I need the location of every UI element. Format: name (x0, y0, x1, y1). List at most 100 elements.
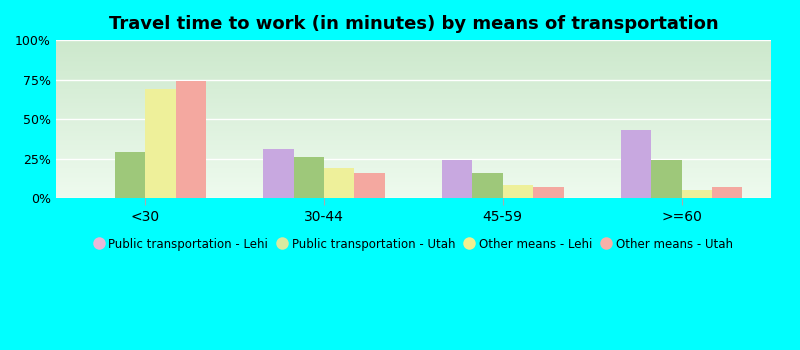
Bar (56, 117, 771, 118)
Bar (56, 185, 771, 186)
Bar (56, 88, 771, 89)
Bar (56, 92, 771, 93)
Bar (56, 175, 771, 176)
Bar (56, 160, 771, 161)
Bar (56, 61, 771, 62)
Bar (56, 178, 771, 179)
Bar (56, 130, 771, 131)
Bar (56, 76, 771, 77)
Bar (56, 59, 771, 60)
Legend: Public transportation - Lehi, Public transportation - Utah, Other means - Lehi, : Public transportation - Lehi, Public tra… (90, 233, 738, 256)
Bar (56, 107, 771, 108)
Bar (56, 184, 771, 185)
Bar (56, 165, 771, 166)
Bar (56, 58, 771, 59)
Bar (56, 69, 771, 70)
Bar (56, 86, 771, 87)
Bar (56, 118, 771, 119)
Bar (114, 152, 145, 198)
Bar (56, 43, 771, 44)
Bar (56, 72, 771, 73)
Bar (56, 104, 771, 105)
Bar (56, 161, 771, 162)
Bar (56, 197, 771, 198)
Bar (56, 97, 771, 98)
Bar (56, 94, 771, 96)
Bar (56, 162, 771, 163)
Bar (56, 70, 771, 71)
Bar (56, 98, 771, 99)
Bar (56, 57, 771, 58)
Bar (56, 183, 771, 184)
Bar (56, 62, 771, 63)
Bar (533, 187, 563, 198)
Bar (56, 115, 771, 116)
Bar (56, 170, 771, 171)
Bar (56, 42, 771, 43)
Bar (56, 113, 771, 114)
Bar (56, 140, 771, 141)
Bar (56, 74, 771, 75)
Bar (56, 67, 771, 68)
Bar (56, 134, 771, 135)
Bar (56, 195, 771, 196)
Bar (56, 171, 771, 172)
Bar (56, 91, 771, 92)
Bar (56, 49, 771, 50)
Bar (56, 174, 771, 175)
Bar (502, 186, 533, 198)
Bar (472, 173, 502, 198)
Bar (56, 56, 771, 57)
Bar (56, 87, 771, 88)
Bar (56, 154, 771, 155)
Bar (56, 139, 771, 140)
Bar (56, 151, 771, 152)
Bar (56, 50, 771, 51)
Bar (56, 80, 771, 81)
Bar (56, 120, 771, 121)
Bar (56, 155, 771, 156)
Bar (56, 77, 771, 78)
Bar (56, 128, 771, 130)
Bar (56, 186, 771, 187)
Bar (56, 89, 771, 90)
Bar (56, 122, 771, 123)
Bar (56, 179, 771, 180)
Bar (56, 145, 771, 146)
Bar (56, 188, 771, 189)
Bar (56, 146, 771, 147)
Bar (56, 168, 771, 169)
Bar (56, 96, 771, 97)
Bar (175, 81, 206, 198)
Bar (56, 51, 771, 52)
Bar (56, 180, 771, 181)
Bar (56, 194, 771, 195)
Bar (621, 130, 651, 198)
Bar (56, 144, 771, 145)
Bar (712, 187, 742, 198)
Bar (56, 79, 771, 80)
Bar (56, 111, 771, 112)
Bar (56, 105, 771, 106)
Bar (56, 189, 771, 190)
Bar (651, 160, 682, 198)
Bar (56, 71, 771, 72)
Bar (56, 149, 771, 150)
Bar (56, 121, 771, 122)
Bar (56, 75, 771, 76)
Title: Travel time to work (in minutes) by means of transportation: Travel time to work (in minutes) by mean… (109, 15, 718, 33)
Bar (682, 190, 712, 198)
Bar (56, 190, 771, 191)
Bar (56, 45, 771, 46)
Bar (145, 89, 175, 198)
Bar (56, 94, 771, 95)
Bar (56, 55, 771, 56)
Bar (56, 63, 771, 64)
Bar (56, 159, 771, 160)
Bar (56, 126, 771, 127)
Bar (56, 157, 771, 158)
Bar (56, 83, 771, 84)
Bar (56, 73, 771, 74)
Bar (56, 41, 771, 42)
Bar (56, 173, 771, 174)
